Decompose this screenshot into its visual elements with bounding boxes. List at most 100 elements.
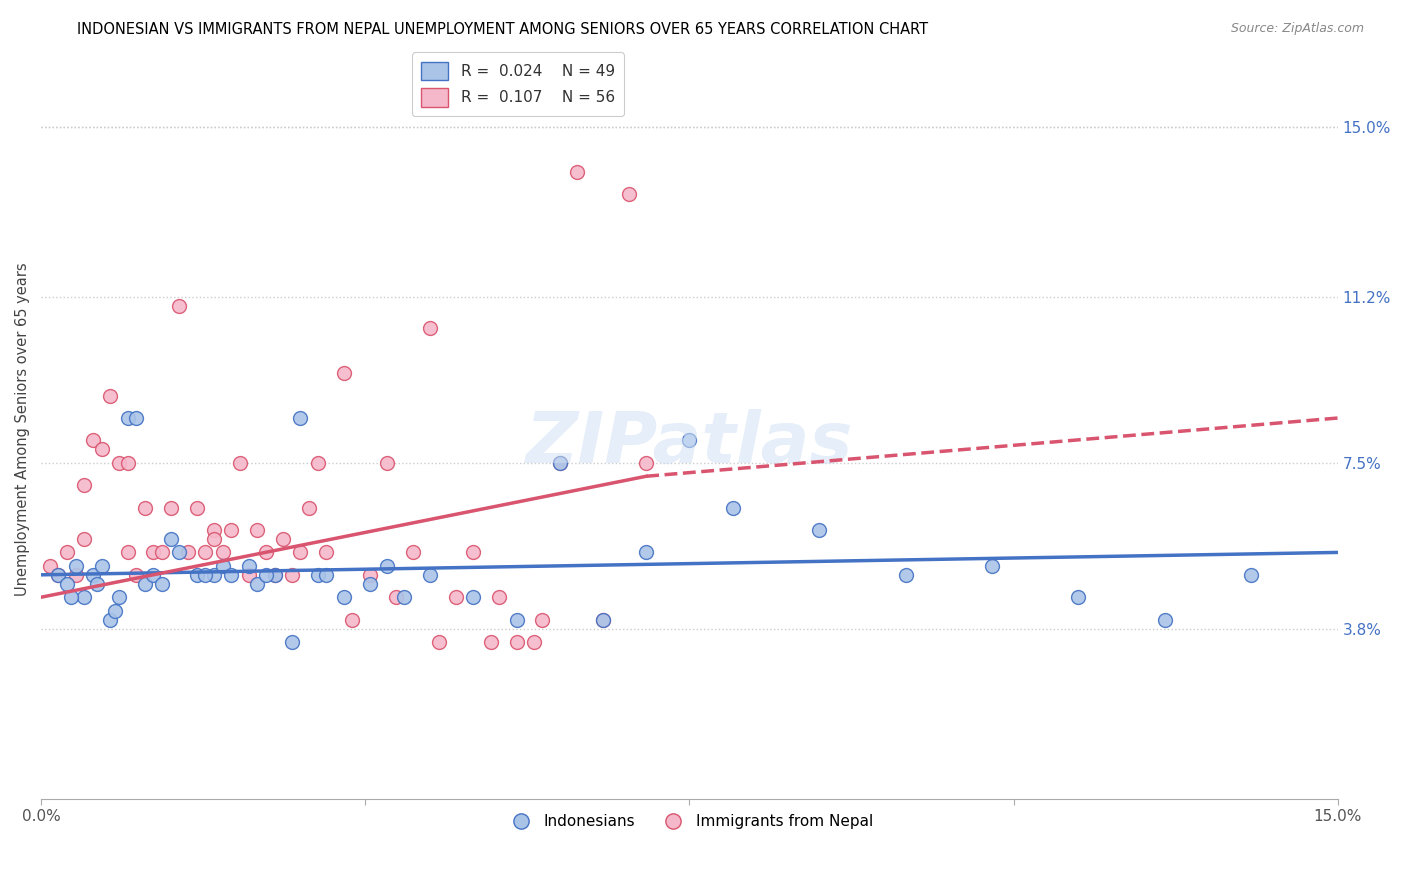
Point bbox=[531, 613, 554, 627]
Point bbox=[315, 567, 337, 582]
Point bbox=[678, 434, 700, 448]
Point bbox=[523, 635, 546, 649]
Point bbox=[463, 591, 485, 605]
Point bbox=[90, 558, 112, 573]
Point bbox=[98, 613, 121, 627]
Y-axis label: Unemployment Among Seniors over 65 years: Unemployment Among Seniors over 65 years bbox=[15, 262, 30, 596]
Point bbox=[48, 567, 70, 582]
Point bbox=[307, 567, 329, 582]
Point bbox=[281, 635, 304, 649]
Point bbox=[427, 635, 450, 649]
Point bbox=[359, 576, 381, 591]
Point bbox=[444, 591, 467, 605]
Point bbox=[98, 389, 121, 403]
Point bbox=[134, 576, 156, 591]
Point bbox=[1067, 591, 1090, 605]
Point bbox=[721, 500, 744, 515]
Point bbox=[392, 591, 415, 605]
Point bbox=[48, 567, 70, 582]
Point bbox=[894, 567, 917, 582]
Point bbox=[238, 558, 260, 573]
Point bbox=[1154, 613, 1177, 627]
Point bbox=[117, 456, 139, 470]
Point bbox=[150, 576, 173, 591]
Point bbox=[254, 567, 277, 582]
Point bbox=[1240, 567, 1263, 582]
Point bbox=[617, 186, 640, 201]
Point bbox=[808, 523, 831, 537]
Point bbox=[290, 411, 312, 425]
Point bbox=[219, 567, 242, 582]
Point bbox=[375, 456, 398, 470]
Point bbox=[479, 635, 502, 649]
Point bbox=[981, 558, 1004, 573]
Point bbox=[177, 545, 200, 559]
Point bbox=[117, 411, 139, 425]
Point bbox=[82, 567, 104, 582]
Point bbox=[254, 545, 277, 559]
Point bbox=[82, 434, 104, 448]
Point bbox=[186, 500, 208, 515]
Point bbox=[565, 164, 588, 178]
Point bbox=[505, 635, 527, 649]
Point bbox=[73, 591, 96, 605]
Point bbox=[142, 567, 165, 582]
Point bbox=[342, 613, 364, 627]
Point bbox=[202, 567, 225, 582]
Point bbox=[108, 591, 131, 605]
Point bbox=[211, 545, 233, 559]
Point bbox=[117, 545, 139, 559]
Point bbox=[150, 545, 173, 559]
Point bbox=[332, 591, 354, 605]
Point bbox=[281, 567, 304, 582]
Point bbox=[60, 591, 83, 605]
Point bbox=[402, 545, 425, 559]
Point bbox=[592, 613, 614, 627]
Point bbox=[134, 500, 156, 515]
Point bbox=[384, 591, 406, 605]
Point bbox=[307, 456, 329, 470]
Point bbox=[592, 613, 614, 627]
Point bbox=[56, 545, 79, 559]
Point bbox=[202, 532, 225, 546]
Point bbox=[108, 456, 131, 470]
Point bbox=[636, 545, 658, 559]
Point bbox=[169, 299, 191, 313]
Point bbox=[125, 567, 148, 582]
Point bbox=[90, 442, 112, 457]
Point bbox=[315, 545, 337, 559]
Point bbox=[202, 523, 225, 537]
Point bbox=[211, 558, 233, 573]
Point bbox=[229, 456, 252, 470]
Point bbox=[159, 500, 181, 515]
Point bbox=[463, 545, 485, 559]
Point bbox=[169, 545, 191, 559]
Point bbox=[73, 532, 96, 546]
Point bbox=[263, 567, 285, 582]
Point bbox=[298, 500, 321, 515]
Point bbox=[419, 567, 441, 582]
Point bbox=[271, 532, 294, 546]
Point bbox=[548, 456, 571, 470]
Point bbox=[505, 613, 527, 627]
Point bbox=[246, 576, 269, 591]
Point bbox=[419, 321, 441, 335]
Point bbox=[186, 567, 208, 582]
Point bbox=[194, 545, 217, 559]
Text: INDONESIAN VS IMMIGRANTS FROM NEPAL UNEMPLOYMENT AMONG SENIORS OVER 65 YEARS COR: INDONESIAN VS IMMIGRANTS FROM NEPAL UNEM… bbox=[77, 22, 928, 37]
Point bbox=[636, 456, 658, 470]
Point bbox=[56, 576, 79, 591]
Point bbox=[38, 558, 60, 573]
Point bbox=[548, 456, 571, 470]
Text: Source: ZipAtlas.com: Source: ZipAtlas.com bbox=[1230, 22, 1364, 36]
Point bbox=[263, 567, 285, 582]
Point bbox=[73, 478, 96, 492]
Point bbox=[159, 532, 181, 546]
Point bbox=[65, 567, 87, 582]
Point bbox=[103, 604, 125, 618]
Point bbox=[375, 558, 398, 573]
Point bbox=[125, 411, 148, 425]
Legend: Indonesians, Immigrants from Nepal: Indonesians, Immigrants from Nepal bbox=[499, 808, 880, 836]
Point bbox=[238, 567, 260, 582]
Point bbox=[359, 567, 381, 582]
